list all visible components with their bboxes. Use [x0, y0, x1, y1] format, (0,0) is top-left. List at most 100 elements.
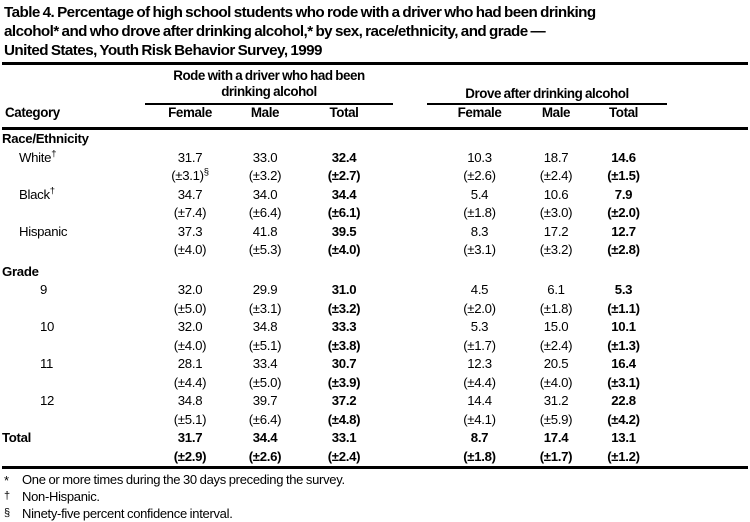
- table-row-ci: (±4.4) (±5.0) (±3.9) (±4.4) (±4.0) (±3.1…: [2, 374, 748, 393]
- cell-g9-drove-total: 5.3: [614, 282, 633, 297]
- table-row-total: Total 31.7 34.4 33.1 8.7 17.4 13.1: [2, 429, 748, 448]
- footnote-star: * One or more times during the 30 days p…: [2, 471, 748, 488]
- footnote-marker-dagger: †: [4, 490, 10, 502]
- ci-white-drove-total: (±1.5): [607, 168, 640, 183]
- cell-total-rode-total: 33.1: [331, 430, 357, 445]
- cell-g11-drove-total: 16.4: [611, 356, 636, 371]
- ci-white-rode-total: (±2.7): [327, 168, 361, 183]
- row-label-hispanic: Hispanic: [19, 223, 68, 239]
- cell-hispanic-drove-total: 12.7: [611, 223, 636, 239]
- ci-g11-drove-female: (±4.4): [463, 374, 496, 390]
- column-header-category: Category: [5, 105, 60, 120]
- cell-g10-drove-total: 10.1: [611, 319, 636, 334]
- footnote-marker: §: [203, 166, 209, 178]
- ci-g12-rode-total: (±4.8): [327, 411, 361, 427]
- cell-g12-drove-total: 22.8: [611, 393, 636, 408]
- table-row: 12 34.8 39.7 37.2 14.4 31.2 22.8: [2, 392, 748, 411]
- column-header-drove-male: Male: [541, 105, 571, 120]
- ci-g12-rode-male: (±6.4): [248, 411, 282, 427]
- cell-g9-rode-male: 29.9: [252, 282, 278, 297]
- cell-hispanic-rode-total: 39.5: [331, 223, 357, 239]
- group-rule-drove: [427, 103, 667, 105]
- ci-g11-drove-total: (±3.1): [607, 374, 640, 390]
- row-label-black: Black†: [19, 185, 55, 202]
- ci-hispanic-drove-total: (±2.8): [607, 242, 640, 257]
- cell-black-drove-total: 7.9: [614, 186, 633, 202]
- table-row: 9 32.0 29.9 31.0 4.5 6.1 5.3: [2, 281, 748, 300]
- column-header-drove-female: Female: [457, 105, 502, 120]
- row-label-total: Total: [2, 430, 32, 445]
- ci-total-rode-total: (±2.4): [327, 448, 361, 464]
- table-row-ci: (±7.4) (±6.4) (±6.1) (±1.8) (±3.0) (±2.0…: [2, 204, 748, 223]
- ci-white-drove-female: (±2.6): [463, 168, 496, 183]
- page-title: Table 4. Percentage of high school stude…: [2, 0, 748, 60]
- table-row: Black† 34.7 34.0 34.4 5.4 10.6 7.9: [2, 186, 748, 205]
- cell-g9-drove-female: 4.5: [470, 282, 489, 297]
- cell-g11-rode-total: 30.7: [331, 356, 357, 371]
- title-rule: [2, 62, 748, 65]
- cell-total-drove-female: 8.7: [470, 430, 489, 445]
- row-label-grade-11: 11: [40, 356, 54, 371]
- table-row-ci: (±4.0) (±5.1) (±3.8) (±1.7) (±2.4) (±1.3…: [2, 337, 748, 356]
- row-label-white: White†: [19, 148, 57, 165]
- ci-black-rode-male: (±6.4): [248, 205, 282, 220]
- ci-black-drove-total: (±2.0): [607, 205, 640, 220]
- cell-g9-rode-total: 31.0: [331, 282, 357, 297]
- ci-g10-rode-total: (±3.8): [327, 337, 361, 353]
- cell-black-rode-female: 34.7: [177, 186, 203, 202]
- title-line-3: United States, Youth Risk Behavior Surve…: [4, 42, 323, 59]
- table-row: White† 31.7 33.0 32.4 10.3 18.7 14.6: [2, 149, 748, 168]
- cell-white-drove-total: 14.6: [611, 149, 636, 165]
- ci-g9-drove-male: (±1.8): [539, 300, 573, 316]
- footnote-marker-section: §: [4, 507, 10, 519]
- table-row-ci: (±4.0) (±5.3) (±4.0) (±3.1) (±3.2) (±2.8…: [2, 241, 748, 260]
- cell-g12-drove-male: 31.2: [543, 393, 569, 408]
- ci-total-drove-male: (±1.7): [539, 448, 573, 464]
- cell-hispanic-rode-male: 41.8: [252, 223, 278, 239]
- table-bottom-rule: [2, 466, 748, 469]
- ci-g12-rode-female: (±5.1): [173, 411, 207, 427]
- ci-hispanic-drove-male: (±3.2): [539, 242, 573, 257]
- ci-g9-rode-female: (±5.0): [173, 300, 207, 316]
- ci-g10-rode-female: (±4.0): [173, 337, 207, 353]
- column-header-rode-female: Female: [168, 105, 212, 120]
- cell-black-rode-male: 34.0: [252, 186, 278, 202]
- ci-g11-rode-female: (±4.4): [173, 374, 207, 390]
- ci-total-rode-male: (±2.6): [248, 448, 282, 464]
- cell-g10-rode-total: 33.3: [331, 319, 357, 334]
- group-rule-rode: [145, 103, 393, 105]
- ci-g9-drove-total: (±1.1): [607, 300, 640, 316]
- ci-g12-drove-male: (±5.9): [539, 411, 573, 427]
- section-row-grade: Grade: [2, 263, 748, 282]
- cell-hispanic-rode-female: 37.3: [177, 223, 203, 239]
- column-header-rode-total: Total: [329, 105, 359, 120]
- title-line-1: Table 4. Percentage of high school stude…: [4, 4, 596, 21]
- group-header-rode-line2: drinking alcohol: [221, 84, 317, 99]
- ci-black-drove-male: (±3.0): [539, 205, 573, 220]
- group-header-drove: Drove after drinking alcohol: [427, 86, 667, 102]
- footnote-dagger: † Non-Hispanic.: [2, 488, 748, 505]
- cell-g12-drove-female: 14.4: [467, 393, 492, 408]
- ci-total-drove-female: (±1.8): [463, 448, 496, 464]
- data-table: Race/Ethnicity White† 31.7 33.0 32.4 10.…: [2, 130, 748, 466]
- cell-g11-drove-female: 12.3: [467, 356, 492, 371]
- ci-hispanic-rode-male: (±5.3): [248, 242, 282, 257]
- ci-black-rode-total: (±6.1): [327, 205, 361, 220]
- row-label-grade-9: 9: [40, 282, 48, 297]
- table-row-total-ci: (±2.9) (±2.6) (±2.4) (±1.8) (±1.7) (±1.2…: [2, 448, 748, 467]
- cell-white-rode-total: 32.4: [331, 149, 357, 165]
- table-row-ci: (±5.1) (±6.4) (±4.8) (±4.1) (±5.9) (±4.2…: [2, 411, 748, 430]
- cell-total-rode-female: 31.7: [177, 430, 203, 445]
- cell-black-drove-female: 5.4: [470, 186, 489, 202]
- ci-white-rode-female: (±3.1)§: [171, 166, 209, 183]
- cell-hispanic-drove-male: 17.2: [543, 223, 569, 239]
- ci-hispanic-drove-female: (±3.1): [463, 242, 496, 257]
- footnotes: * One or more times during the 30 days p…: [2, 469, 748, 522]
- table-row: 10 32.0 34.8 33.3 5.3 15.0 10.1: [2, 318, 748, 337]
- row-label-grade-10: 10: [40, 319, 55, 334]
- table-row-ci: (±3.1)§ (±3.2) (±2.7) (±2.6) (±2.4) (±1.…: [2, 167, 748, 186]
- section-row-race: Race/Ethnicity: [2, 130, 748, 149]
- cell-g12-rode-female: 34.8: [177, 393, 203, 408]
- table-row: Hispanic 37.3 41.8 39.5 8.3 17.2 12.7: [2, 223, 748, 242]
